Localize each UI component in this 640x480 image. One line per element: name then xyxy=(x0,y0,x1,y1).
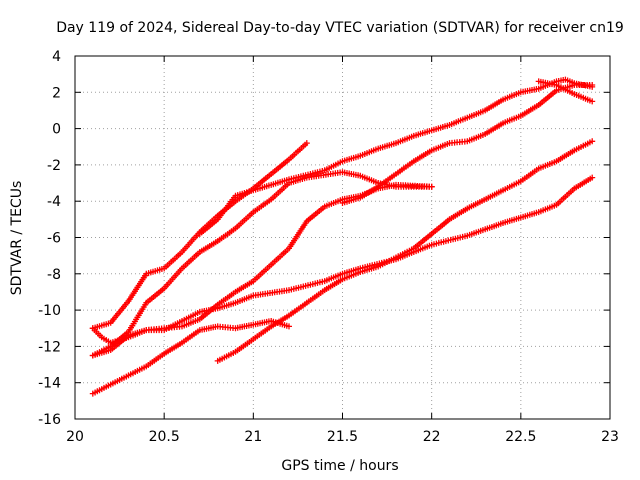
y-tick-label: -4 xyxy=(47,194,61,210)
series-sat-h xyxy=(339,82,596,206)
x-axis-label: GPS time / hours xyxy=(281,458,398,474)
data-traces xyxy=(89,76,596,397)
x-axis-ticks: 20 20.5 21 21.5 22 22.5 23 xyxy=(66,56,619,445)
y-tick-label: 0 xyxy=(52,122,61,138)
x-tick-label: 20 xyxy=(66,429,84,445)
y-tick-label: -14 xyxy=(38,376,61,392)
series-sat-c xyxy=(214,138,596,364)
y-tick-label: -6 xyxy=(47,231,61,247)
y-tick-label: -2 xyxy=(47,158,61,174)
x-tick-label: 20.5 xyxy=(149,429,180,445)
x-tick-label: 21 xyxy=(244,429,262,445)
x-tick-label: 23 xyxy=(601,429,619,445)
y-tick-label: 2 xyxy=(52,85,61,101)
y-axis-label: SDTVAR / TECUs xyxy=(9,181,25,296)
x-tick-label: 21.5 xyxy=(327,429,358,445)
y-tick-label: -16 xyxy=(38,412,61,428)
x-tick-label: 22.5 xyxy=(505,429,536,445)
y-axis-ticks: -16 -14 -12 -10 -8 -6 -4 -2 0 2 4 xyxy=(38,49,610,428)
y-tick-label: 4 xyxy=(52,49,61,65)
chart-title: Day 119 of 2024, Sidereal Day-to-day VTE… xyxy=(56,20,624,36)
series-sat-b xyxy=(89,318,292,397)
y-tick-label: -10 xyxy=(38,303,61,319)
y-tick-label: -8 xyxy=(47,267,61,283)
x-tick-label: 22 xyxy=(423,429,441,445)
series-sat-i xyxy=(535,78,596,105)
y-tick-label: -12 xyxy=(38,339,61,355)
